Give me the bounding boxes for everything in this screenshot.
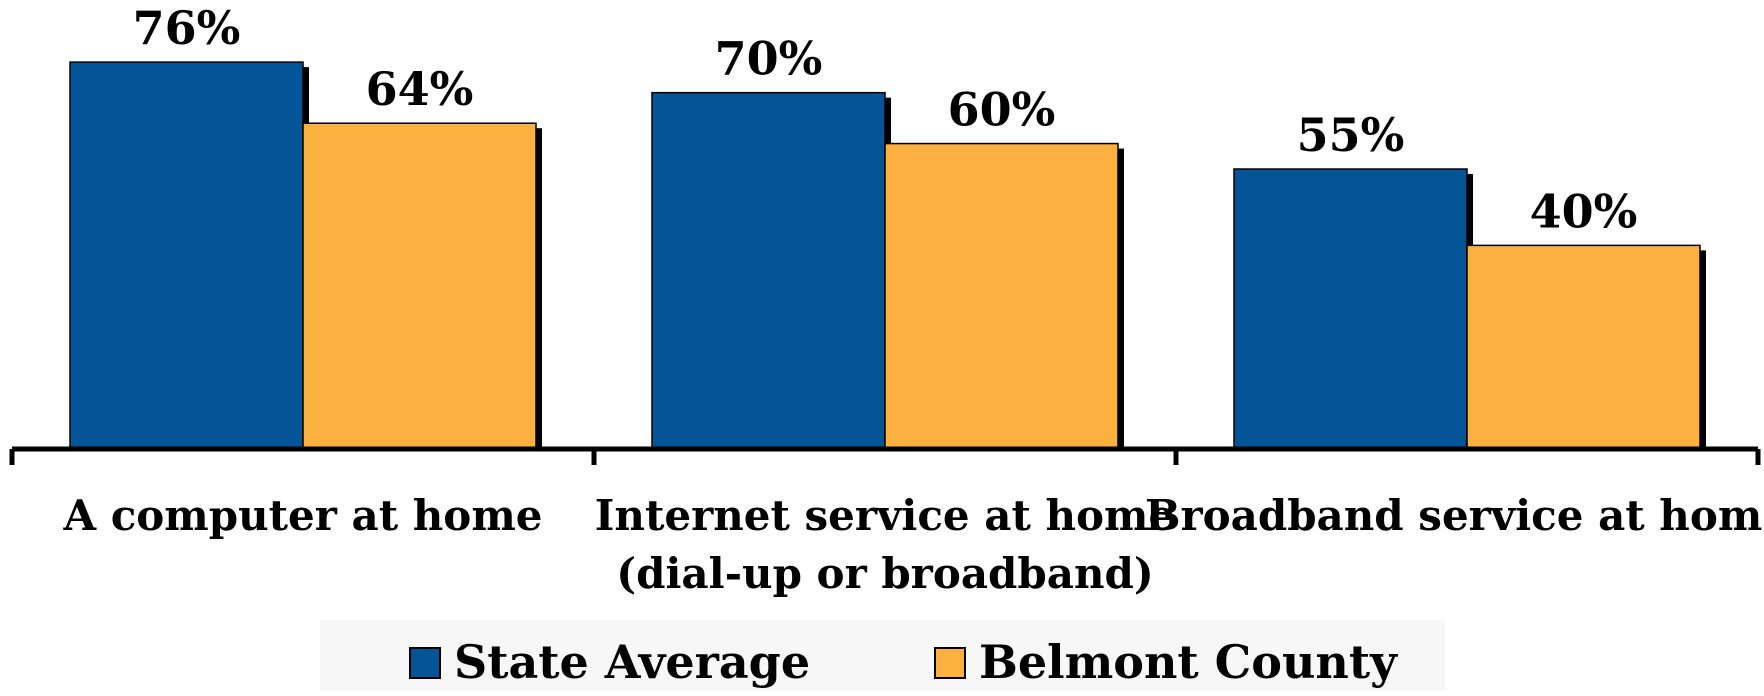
data-label: 40% [1530, 184, 1638, 238]
data-label: 76% [133, 1, 241, 55]
bars-layer [69, 61, 1706, 450]
category-label: A computer at home [63, 491, 543, 540]
legend: State Average Belmont County [320, 620, 1445, 691]
bar-belmont-county-2 [1466, 244, 1701, 450]
legend-background [320, 620, 1445, 691]
legend-label: State Average [454, 635, 810, 689]
labels-layer: 76% 64% 70% 60% 55% 40% A computer at home Inte… [63, 1, 1764, 598]
bar-state-average-0 [69, 61, 304, 450]
data-label: 70% [715, 32, 823, 86]
bar-belmont-county-0 [302, 122, 537, 450]
legend-label: Belmont County [979, 635, 1398, 689]
bar-state-average-2 [1233, 168, 1468, 450]
category-label: Broadband service at home [1145, 491, 1764, 540]
bar-state-average-1 [651, 91, 886, 450]
legend-swatch [409, 647, 441, 679]
legend-swatch [934, 647, 966, 679]
category-label: Internet service at home [595, 491, 1175, 540]
data-label: 64% [366, 62, 474, 116]
bar-belmont-county-1 [884, 142, 1119, 450]
category-label: (dial-up or broadband) [616, 549, 1154, 598]
x-axis [9, 446, 1761, 465]
data-label: 55% [1297, 108, 1405, 162]
data-label: 60% [948, 83, 1056, 137]
